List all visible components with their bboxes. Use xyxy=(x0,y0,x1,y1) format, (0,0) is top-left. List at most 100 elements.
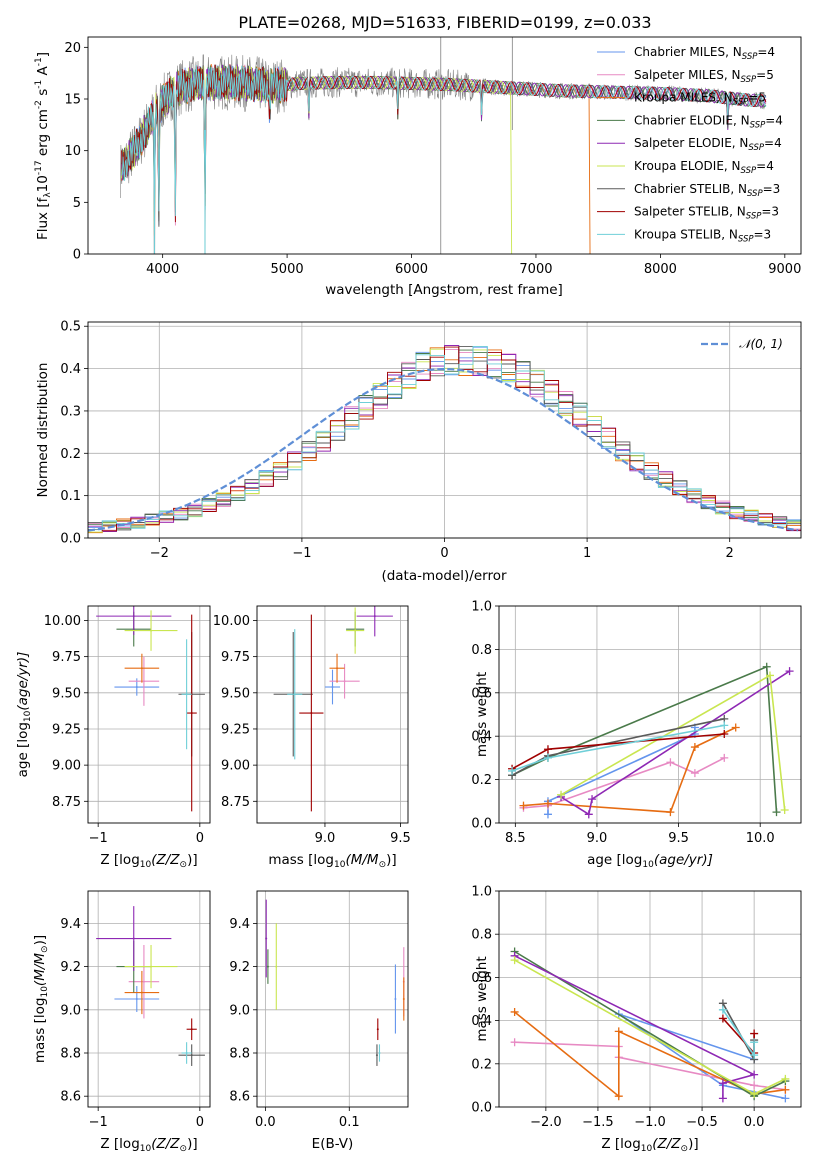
legend-entry: Kroupa MILES, NSSP=5 xyxy=(634,91,766,108)
x-tick-label: 0 xyxy=(196,1115,204,1130)
y-tick-label: 8.8 xyxy=(60,1047,81,1062)
y-tick-label: 9.75 xyxy=(52,650,81,665)
plus-marker xyxy=(666,808,675,817)
residual-histogram-panel: −2 −1 0 1 2 0.0 0.1 0.2 0.3 0.4 0.5 𝒩(0, 1) (data-mo… xyxy=(35,320,802,584)
y-tick-label: 0.0 xyxy=(471,817,492,832)
data-point xyxy=(376,1028,379,1031)
data-point xyxy=(336,667,339,670)
plus-marker xyxy=(543,810,552,819)
plus-marker xyxy=(718,1094,727,1103)
legend-entry: Chabrier STELIB, NSSP=3 xyxy=(634,182,780,199)
x-tick-label: −2.0 xyxy=(530,1115,562,1130)
plus-marker xyxy=(510,1007,519,1016)
plus-marker xyxy=(614,1092,623,1101)
y-tick-label: 10.00 xyxy=(213,614,250,629)
mass-weight-line xyxy=(722,1009,755,1058)
data-point xyxy=(373,615,376,618)
data-point xyxy=(265,937,268,940)
x-tick-label: −0.5 xyxy=(686,1115,718,1130)
y-tick-label: 0.4 xyxy=(471,730,492,745)
y-tick-label: 9.75 xyxy=(221,650,250,665)
y-tick-label: 1.0 xyxy=(471,600,492,615)
plus-marker xyxy=(720,730,729,739)
axes-frame xyxy=(87,890,211,1108)
age-massweight-panel: 8.5 9.0 9.5 10.0 0.0 0.2 0.4 0.6 0.8 1.0 age [log1… xyxy=(471,600,802,870)
y-tick-label: 0.6 xyxy=(471,686,492,701)
y-tick-label: 0.2 xyxy=(471,773,492,788)
legend-entry: Chabrier ELODIE, NSSP=4 xyxy=(634,113,783,130)
y-tick-label: 0.2 xyxy=(471,1057,492,1072)
y-tick-label: 9.00 xyxy=(221,759,250,774)
y-tick-label: 0.3 xyxy=(60,404,81,419)
y-tick-label: 0 xyxy=(73,248,81,263)
plot-area xyxy=(273,606,393,812)
plus-marker xyxy=(781,1074,790,1083)
plus-marker xyxy=(588,795,597,804)
y-tick-label: 0.0 xyxy=(60,532,81,547)
x-axis-label: Z [log10(Z/Z⊙)] xyxy=(601,1136,698,1154)
plus-marker xyxy=(543,753,552,762)
data-point xyxy=(343,680,346,683)
y-tick-label: 8.8 xyxy=(229,1047,250,1062)
y-tick-label: 8.75 xyxy=(221,795,250,810)
mass-weight-line xyxy=(523,757,725,809)
x-tick-label: −1 xyxy=(89,1115,108,1130)
data-point xyxy=(150,629,153,632)
x-tick-label: 4000 xyxy=(146,262,179,277)
plus-marker xyxy=(510,1038,519,1047)
y-tick-label: 9.25 xyxy=(52,722,81,737)
x-tick-label: 0 xyxy=(440,546,448,561)
plot-area xyxy=(265,899,405,1066)
x-axis-label: mass [log10(M/M⊙)] xyxy=(268,852,396,870)
mass-weight-line xyxy=(560,670,791,816)
x-tick-label: −2 xyxy=(150,546,169,561)
chart-title: PLATE=0268, MJD=51633, FIBERID=0199, z=0… xyxy=(238,13,651,32)
x-tick-label: −1.0 xyxy=(634,1115,666,1130)
data-point xyxy=(331,686,334,689)
plus-marker xyxy=(780,805,789,814)
plus-marker xyxy=(584,810,593,819)
data-point xyxy=(142,980,145,983)
histogram-step xyxy=(88,346,801,532)
legend-entry: Chabrier MILES, NSSP=4 xyxy=(634,45,775,62)
grid xyxy=(257,606,408,823)
y-tick-label: 0.4 xyxy=(471,1014,492,1029)
y-tick-label: 9.2 xyxy=(60,960,81,975)
x-tick-label: 6000 xyxy=(395,262,428,277)
legend-entry: Salpeter STELIB, NSSP=3 xyxy=(634,205,779,222)
data-point xyxy=(402,998,405,1000)
model-spectrum-line xyxy=(121,65,513,254)
plot-area xyxy=(510,947,790,1103)
x-tick-label: 9.0 xyxy=(315,831,336,846)
metallicity-age-panel: −1 0 8.75 9.00 9.25 9.50 9.75 10.00 Z [log10(Z/Z… xyxy=(15,605,211,870)
plus-marker xyxy=(557,790,566,799)
plus-marker xyxy=(666,758,675,767)
histogram-step xyxy=(88,345,801,531)
plus-marker xyxy=(750,1090,759,1099)
metallicity-massweight-panel: −2.0 −1.5 −1.0 −0.5 0.0 0.0 0.2 0.4 0.6 0.8 1.0 Z [… xyxy=(471,885,802,1154)
gaussian-reference-curve xyxy=(88,367,799,532)
plus-marker xyxy=(781,1094,790,1103)
y-tick-label: 9.50 xyxy=(52,686,81,701)
plus-marker xyxy=(614,1027,623,1036)
plot-area xyxy=(88,345,801,534)
y-tick-label: 8.6 xyxy=(60,1090,81,1105)
data-point xyxy=(293,693,296,696)
x-tick-label: 8000 xyxy=(644,262,677,277)
data-point xyxy=(150,965,153,968)
x-axis-label: E(B-V) xyxy=(312,1136,354,1152)
x-tick-label: 0.1 xyxy=(339,1115,360,1130)
ebv-mass-panel: 0.0 0.1 8.6 8.8 9.0 9.2 9.4 E(B-V) xyxy=(229,890,409,1152)
x-tick-label: 2 xyxy=(726,546,734,561)
plus-marker xyxy=(718,1005,727,1014)
data-point xyxy=(394,998,397,1000)
y-tick-label: 8.6 xyxy=(229,1090,250,1105)
data-point xyxy=(275,965,278,968)
y-tick-label: 0.4 xyxy=(60,362,81,377)
x-axis-label: age [log10(age/yr)] xyxy=(587,852,713,870)
y-tick-label: 0.0 xyxy=(471,1101,492,1116)
data-point xyxy=(185,1052,188,1054)
x-tick-label: 0.0 xyxy=(255,1115,276,1130)
y-tick-label: 10 xyxy=(64,144,81,159)
